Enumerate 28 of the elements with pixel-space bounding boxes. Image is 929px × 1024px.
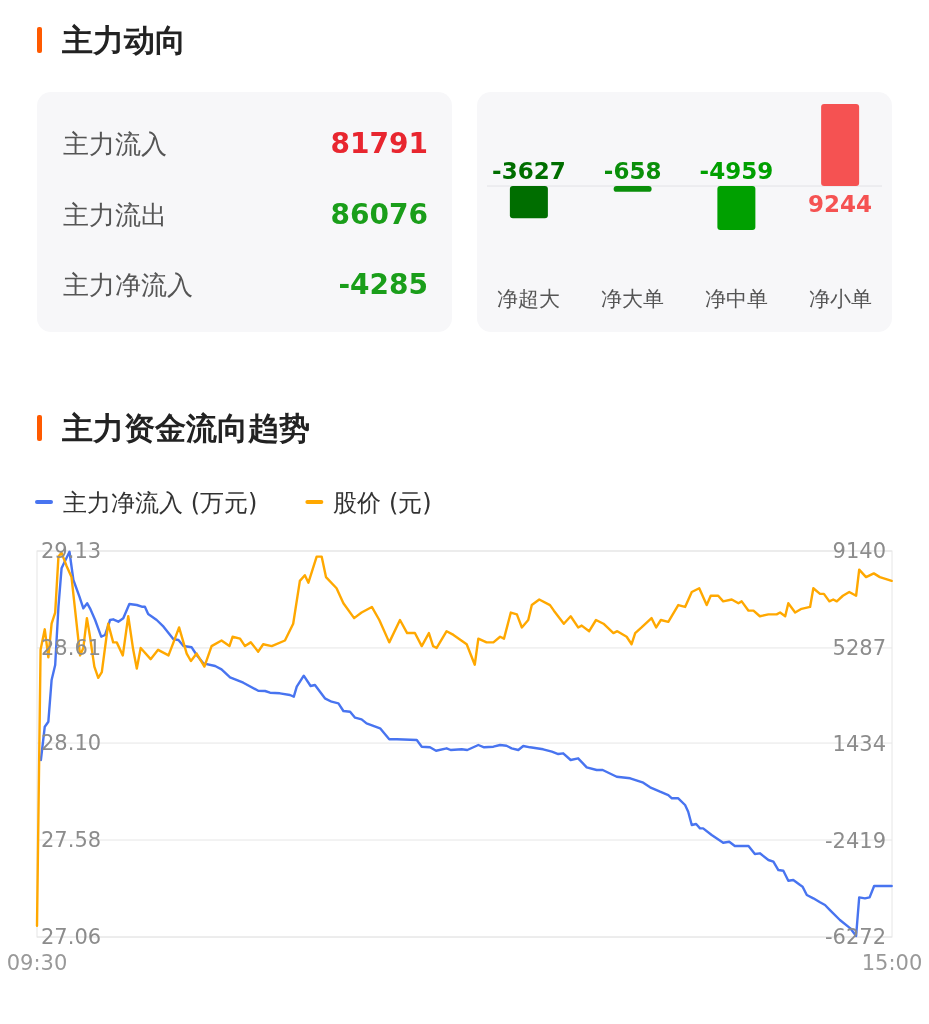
legend-label: 主力净流入 (万元) xyxy=(63,489,258,517)
y-tick-label: 27.58 xyxy=(41,828,102,853)
legend-label: 股价 (元) xyxy=(333,489,432,517)
x-tick-label: 15:00 xyxy=(861,951,923,975)
x-tick-label: 净中单 xyxy=(704,287,768,311)
y2-tick-label: 5287 xyxy=(832,635,886,660)
category-label: 主力流入 xyxy=(63,129,167,159)
chart-title: 主力资金流向趋势 xyxy=(61,410,310,446)
x-tick-label: 净超大 xyxy=(497,287,561,311)
y2-tick-label: 1434 xyxy=(832,732,886,756)
y2-tick-label: 9140 xyxy=(832,539,886,563)
y-tick-label: 29.13 xyxy=(41,539,102,563)
category-label: 主力净流入 xyxy=(63,270,193,300)
data-label: -3627 xyxy=(492,158,566,184)
data-label: -4959 xyxy=(699,158,774,184)
data-label: 9244 xyxy=(808,191,873,217)
x-tick-label: 净大单 xyxy=(601,287,665,311)
data-label: -4285 xyxy=(338,268,428,301)
y2-tick-label: -6272 xyxy=(824,925,886,949)
data-label: -658 xyxy=(603,158,662,184)
data-label: 86076 xyxy=(330,197,428,231)
x-tick-label: 09:30 xyxy=(6,951,68,975)
category-label: 主力流出 xyxy=(63,199,167,230)
text: 主力动向 xyxy=(61,22,186,58)
data-label: 81791 xyxy=(330,127,428,160)
y2-tick-label: -2419 xyxy=(824,828,886,853)
y-tick-label: 27.06 xyxy=(41,925,102,949)
x-tick-label: 净小单 xyxy=(808,287,872,311)
